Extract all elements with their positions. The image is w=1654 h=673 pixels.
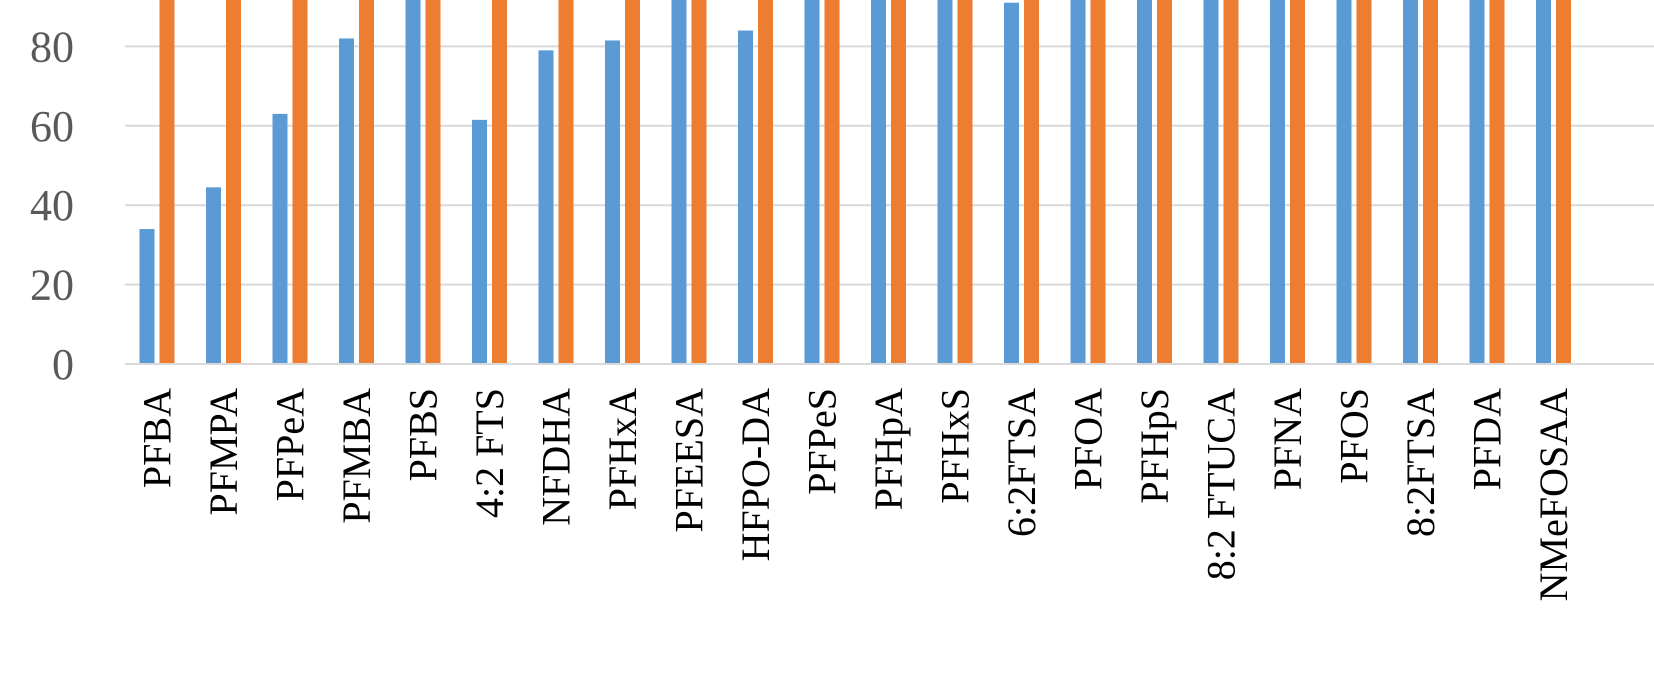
- bar-series-2: [625, 0, 640, 364]
- y-tick-label: 20: [30, 261, 74, 310]
- bar-series-2: [159, 0, 175, 364]
- bar-series-1: [1270, 0, 1285, 364]
- bar-series-2: [1024, 0, 1039, 364]
- bar-series-1: [538, 50, 554, 365]
- bar-series-2: [1090, 0, 1106, 364]
- y-tick-label: 60: [30, 102, 74, 151]
- bar-series-2: [891, 0, 906, 364]
- bar-series-1: [937, 0, 953, 364]
- x-tick-label: PFNA: [1265, 388, 1310, 490]
- x-tick-label: PFPeA: [268, 388, 313, 501]
- x-tick-label: PFMPA: [201, 388, 246, 516]
- x-tick-label: PFEESA: [667, 388, 712, 533]
- bar-series-2: [1556, 0, 1571, 364]
- x-tick-label: PFHxS: [933, 388, 978, 504]
- x-tick-label: PFDA: [1465, 388, 1510, 490]
- bar-series-1: [206, 187, 221, 364]
- bar-series-2: [1223, 0, 1239, 364]
- bar-series-1: [472, 119, 487, 364]
- bar-series-1: [405, 0, 421, 364]
- x-tick-label: PFHpA: [866, 388, 911, 510]
- bar-series-2: [292, 0, 308, 364]
- bar-series-1: [1137, 0, 1152, 364]
- bar-series-2: [1489, 0, 1505, 364]
- x-tick-label: 4:2 FTS: [467, 388, 512, 518]
- bars: [139, 0, 1571, 365]
- bar-series-1: [1403, 0, 1418, 364]
- x-tick-label: 6:2FTSA: [999, 388, 1044, 537]
- bar-series-1: [804, 0, 820, 364]
- y-tick-label: 40: [30, 181, 74, 230]
- bar-series-2: [1157, 0, 1172, 364]
- bar-series-1: [671, 0, 687, 364]
- bar-series-1: [1469, 0, 1485, 364]
- x-tick-label: 8:2FTSA: [1398, 388, 1443, 537]
- gridlines: [125, 45, 1654, 286]
- x-tick-label: PFMBA: [334, 388, 379, 524]
- bar-series-1: [871, 0, 886, 364]
- bar-series-2: [691, 0, 707, 364]
- bar-series-2: [1423, 0, 1438, 364]
- bar-series-1: [1336, 0, 1352, 364]
- x-tick-label: NMeFOSAA: [1531, 388, 1576, 601]
- bar-series-1: [139, 229, 155, 364]
- x-axis-ticks: PFBA PFMPA PFPeA PFMBA PFBS 4:2 FTS NFDHA PFHxA…: [135, 388, 1577, 601]
- x-tick-label: PFBS: [401, 388, 446, 481]
- bar-series-1: [738, 30, 753, 365]
- x-tick-label: PFHxA: [600, 388, 645, 510]
- bar-series-1: [339, 38, 354, 365]
- bar-series-2: [758, 0, 773, 364]
- bar-series-1: [272, 113, 288, 364]
- y-axis-ticks: 0 20 40 60 80: [30, 22, 74, 389]
- y-tick-label: 80: [30, 22, 74, 71]
- bar-series-2: [1290, 0, 1305, 364]
- bar-series-2: [492, 0, 507, 364]
- bar-series-2: [957, 0, 973, 364]
- x-tick-label: PFBA: [135, 388, 180, 488]
- x-tick-label: PFHpS: [1132, 388, 1177, 504]
- bar-series-1: [1070, 0, 1086, 364]
- bar-series-1: [605, 40, 620, 364]
- bar-series-1: [1004, 2, 1019, 364]
- bar-series-2: [824, 0, 840, 364]
- x-tick-label: 8:2 FTUCA: [1199, 388, 1244, 580]
- x-tick-label: PFOS: [1332, 388, 1377, 484]
- x-tick-label: HFPO-DA: [733, 388, 778, 561]
- bar-series-2: [1356, 0, 1372, 364]
- bar-series-1: [1203, 0, 1219, 364]
- y-tick-label: 0: [52, 340, 74, 389]
- bar-series-1: [1536, 0, 1551, 364]
- bar-series-2: [558, 0, 574, 364]
- bar-series-2: [226, 0, 241, 364]
- x-tick-label: PFOA: [1066, 388, 1111, 490]
- bar-series-2: [425, 0, 441, 364]
- bar-series-2: [359, 0, 374, 364]
- x-tick-label: PFPeS: [800, 388, 845, 495]
- x-tick-label: NFDHA: [534, 388, 579, 526]
